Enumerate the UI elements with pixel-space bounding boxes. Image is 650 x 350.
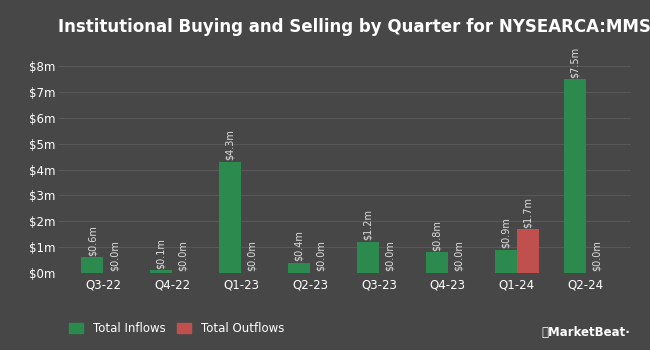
Text: $0.0m: $0.0m xyxy=(178,240,188,272)
Bar xyxy=(219,162,241,273)
Text: $0.0m: $0.0m xyxy=(316,240,326,272)
Text: $0.1m: $0.1m xyxy=(156,238,166,269)
Text: $1.7m: $1.7m xyxy=(523,196,533,228)
Bar xyxy=(495,250,517,273)
Text: Institutional Buying and Selling by Quarter for NYSEARCA:MMSC: Institutional Buying and Selling by Quar… xyxy=(58,18,650,36)
Text: $0.0m: $0.0m xyxy=(247,240,257,272)
Text: $0.0m: $0.0m xyxy=(592,240,602,272)
Text: ⼿MarketBeat·: ⼿MarketBeat· xyxy=(541,327,630,340)
Bar xyxy=(288,262,310,273)
Bar xyxy=(150,271,172,273)
Text: $0.6m: $0.6m xyxy=(87,225,98,256)
Bar xyxy=(426,252,448,273)
Legend: Total Inflows, Total Outflows: Total Inflows, Total Outflows xyxy=(64,317,289,340)
Bar xyxy=(81,258,103,273)
Text: $7.5m: $7.5m xyxy=(569,47,580,78)
Text: $0.0m: $0.0m xyxy=(109,240,120,272)
Text: $1.2m: $1.2m xyxy=(363,209,373,240)
Text: $0.9m: $0.9m xyxy=(500,217,511,248)
Text: $4.3m: $4.3m xyxy=(225,130,235,160)
Bar xyxy=(564,79,586,273)
Text: $0.0m: $0.0m xyxy=(385,240,395,272)
Text: $0.4m: $0.4m xyxy=(294,230,304,261)
Text: $0.8m: $0.8m xyxy=(432,220,442,251)
Bar xyxy=(517,229,539,273)
Bar xyxy=(357,242,379,273)
Text: $0.0m: $0.0m xyxy=(454,240,464,272)
